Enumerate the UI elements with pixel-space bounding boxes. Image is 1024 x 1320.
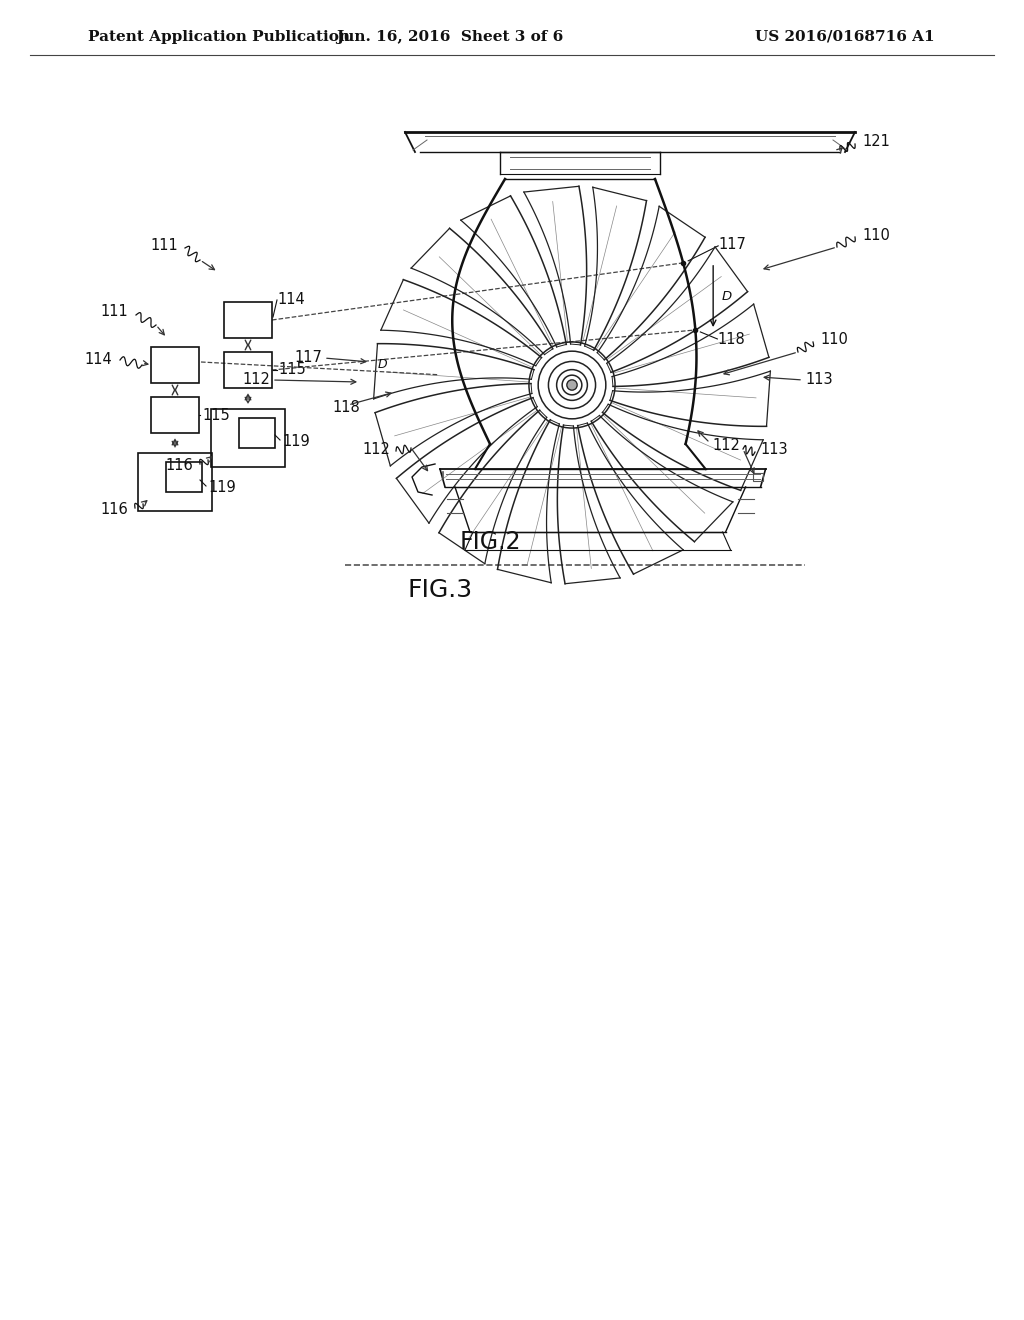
Bar <box>224 302 272 338</box>
Text: 117: 117 <box>294 351 322 366</box>
Text: 110: 110 <box>862 227 890 243</box>
Text: 112: 112 <box>362 442 390 458</box>
Text: Jun. 16, 2016  Sheet 3 of 6: Jun. 16, 2016 Sheet 3 of 6 <box>336 30 563 44</box>
Text: 111: 111 <box>100 305 128 319</box>
Bar <box>224 352 272 388</box>
Bar <box>239 418 275 447</box>
Text: 121: 121 <box>862 135 890 149</box>
Bar <box>138 453 212 511</box>
Bar <box>166 462 202 492</box>
Text: 113: 113 <box>805 372 833 388</box>
Bar <box>753 473 763 480</box>
Text: 118: 118 <box>718 333 745 347</box>
Text: 112: 112 <box>242 372 270 388</box>
Text: 116: 116 <box>100 503 128 517</box>
Text: 110: 110 <box>820 333 848 347</box>
Text: 115: 115 <box>202 408 229 422</box>
Circle shape <box>567 380 578 391</box>
Text: 119: 119 <box>282 433 309 449</box>
Text: 117: 117 <box>718 238 746 252</box>
Bar <box>151 347 199 383</box>
Text: 111: 111 <box>151 238 178 252</box>
Text: 113: 113 <box>760 442 787 458</box>
Text: 114: 114 <box>278 293 305 308</box>
Text: D: D <box>721 290 731 302</box>
Text: 115: 115 <box>278 363 306 378</box>
Text: FIG.2: FIG.2 <box>459 531 521 554</box>
Text: 116: 116 <box>165 458 193 474</box>
Text: FIG.3: FIG.3 <box>408 578 472 602</box>
Text: D: D <box>378 358 388 371</box>
Text: 118: 118 <box>332 400 359 414</box>
Text: US 2016/0168716 A1: US 2016/0168716 A1 <box>756 30 935 44</box>
Text: 112: 112 <box>712 437 740 453</box>
Text: 119: 119 <box>208 479 236 495</box>
Bar <box>151 397 199 433</box>
Bar <box>211 409 286 467</box>
Text: 114: 114 <box>84 352 112 367</box>
Text: Patent Application Publication: Patent Application Publication <box>88 30 350 44</box>
